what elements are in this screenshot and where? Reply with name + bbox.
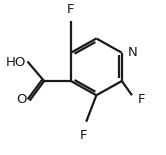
Text: F: F xyxy=(138,93,145,106)
Text: N: N xyxy=(128,46,137,59)
Text: HO: HO xyxy=(6,56,26,69)
Text: F: F xyxy=(67,3,75,16)
Text: O: O xyxy=(16,93,27,106)
Text: F: F xyxy=(80,129,87,142)
